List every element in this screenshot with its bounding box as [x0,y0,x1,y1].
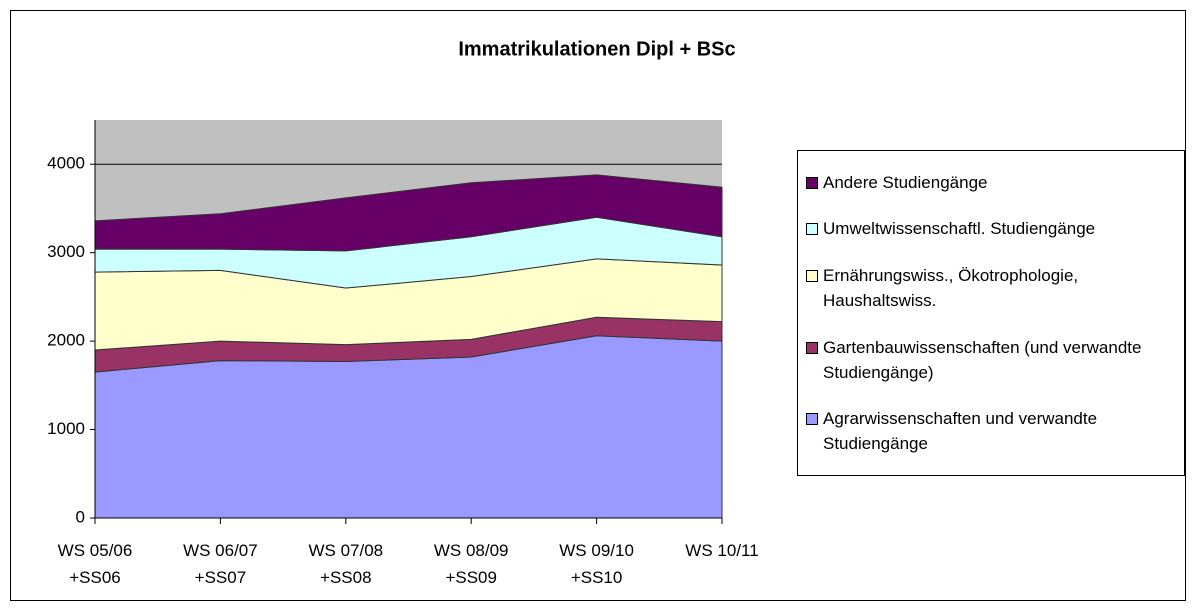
legend-item: Gartenbauwissenschaften (und verwandte S… [806,335,1180,385]
y-tick-label: 2000 [47,331,85,350]
y-tick-label: 3000 [47,242,85,261]
y-tick-label: 1000 [47,419,85,438]
chart-title: Immatrikulationen Dipl + BSc [458,38,735,60]
y-tick-label: 4000 [47,154,85,173]
y-tick-label: 0 [76,507,85,526]
area [94,174,723,252]
x-tick-label: WS 07/08 +SS08 [308,541,383,587]
x-tick-label: WS 08/09 +SS09 [434,541,509,587]
legend-item: Andere Studiengänge [806,170,1180,195]
x-tick-label: WS 05/06 +SS06 [58,541,133,587]
legend-label: Andere Studiengänge [823,172,988,192]
legend-swatch [806,269,818,282]
legend-item: Agrarwissenschaften und verwandte Studie… [806,406,1180,456]
legend-label: Ernährungswiss., Ökotrophologie, Haushal… [823,265,1079,310]
legend-label: Gartenbauwissenschaften (und verwandte S… [823,337,1142,382]
legend-item: Ernährungswiss., Ökotrophologie, Haushal… [806,263,1180,313]
legend-label: Umweltwissenschaftl. Studiengänge [823,219,1096,239]
legend-swatch [806,176,818,189]
x-tick-label: WS 06/07 +SS07 [183,541,258,587]
x-tick-label: WS 10/11 [685,541,758,560]
legend-swatch [806,341,818,354]
legend: Andere Studiengänge Umweltwissenschaftl. … [797,150,1185,476]
legend-swatch [806,223,818,236]
legend-label: Agrarwissenschaften und verwandte Studie… [823,409,1098,454]
legend-swatch [806,413,818,426]
legend-item: Umweltwissenschaftl. Studiengänge [806,216,1180,241]
x-tick-label: WS 09/10 +SS10 [559,541,634,587]
